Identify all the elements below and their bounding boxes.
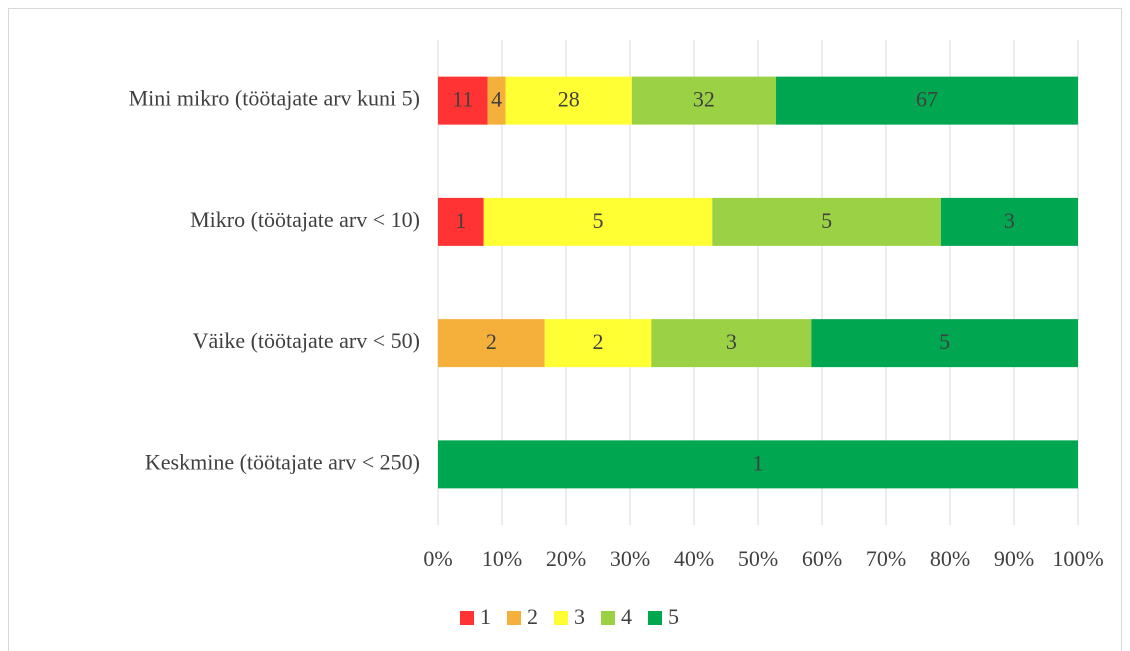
data-label: 2 — [593, 329, 604, 354]
x-tick-label: 10% — [482, 546, 522, 571]
y-tick-label: Keskmine (töötajate arv < 250) — [145, 449, 420, 474]
data-label: 2 — [486, 329, 497, 354]
data-label: 28 — [558, 87, 580, 112]
y-tick-label: Mini mikro (töötajate arv kuni 5) — [129, 86, 420, 111]
data-label: 1 — [753, 450, 764, 475]
bar-segment — [505, 76, 632, 125]
y-tick-label: Väike (töötajate arv < 50) — [193, 328, 420, 353]
data-label: 5 — [939, 329, 950, 354]
data-label: 32 — [693, 87, 715, 112]
data-label: 5 — [593, 208, 604, 233]
data-label: 5 — [821, 208, 832, 233]
data-label: 67 — [916, 87, 938, 112]
x-tick-label: 30% — [610, 546, 650, 571]
bar-segment — [651, 319, 812, 368]
legend-swatch — [648, 611, 662, 625]
data-label: 4 — [491, 87, 502, 112]
x-tick-label: 60% — [802, 546, 842, 571]
data-label: 11 — [452, 87, 473, 112]
chart-border — [8, 8, 1122, 651]
x-tick-label: 0% — [423, 546, 452, 571]
bar-segment — [438, 197, 484, 246]
x-tick-label: 90% — [994, 546, 1034, 571]
bar-segment — [544, 319, 652, 368]
y-tick-label: Mikro (töötajate arv < 10) — [190, 207, 420, 232]
bar-segment — [438, 440, 1078, 489]
legend-label: 2 — [527, 604, 538, 629]
x-tick-label: 40% — [674, 546, 714, 571]
bar-segment — [438, 319, 545, 368]
bar-segment — [631, 76, 777, 125]
bar-segment — [438, 76, 488, 125]
legend-label: 5 — [668, 604, 679, 629]
legend-label: 4 — [621, 604, 632, 629]
legend-swatch — [507, 611, 521, 625]
legend-swatch — [554, 611, 568, 625]
x-tick-label: 80% — [930, 546, 970, 571]
data-label: 1 — [455, 208, 466, 233]
bar-segment — [940, 197, 1078, 246]
x-tick-label: 70% — [866, 546, 906, 571]
x-tick-label: 20% — [546, 546, 586, 571]
legend-label: 3 — [574, 604, 585, 629]
bar-segment — [776, 76, 1078, 125]
data-label: 3 — [726, 329, 737, 354]
legend-swatch — [601, 611, 615, 625]
x-tick-label: 100% — [1052, 546, 1103, 571]
legend-swatch — [460, 611, 474, 625]
bar-segment — [811, 319, 1078, 368]
data-label: 3 — [1004, 208, 1015, 233]
bar-segment — [712, 197, 941, 246]
legend-label: 1 — [480, 604, 491, 629]
bar-segment — [483, 197, 713, 246]
bar-segment — [487, 76, 506, 125]
x-tick-label: 50% — [738, 546, 778, 571]
